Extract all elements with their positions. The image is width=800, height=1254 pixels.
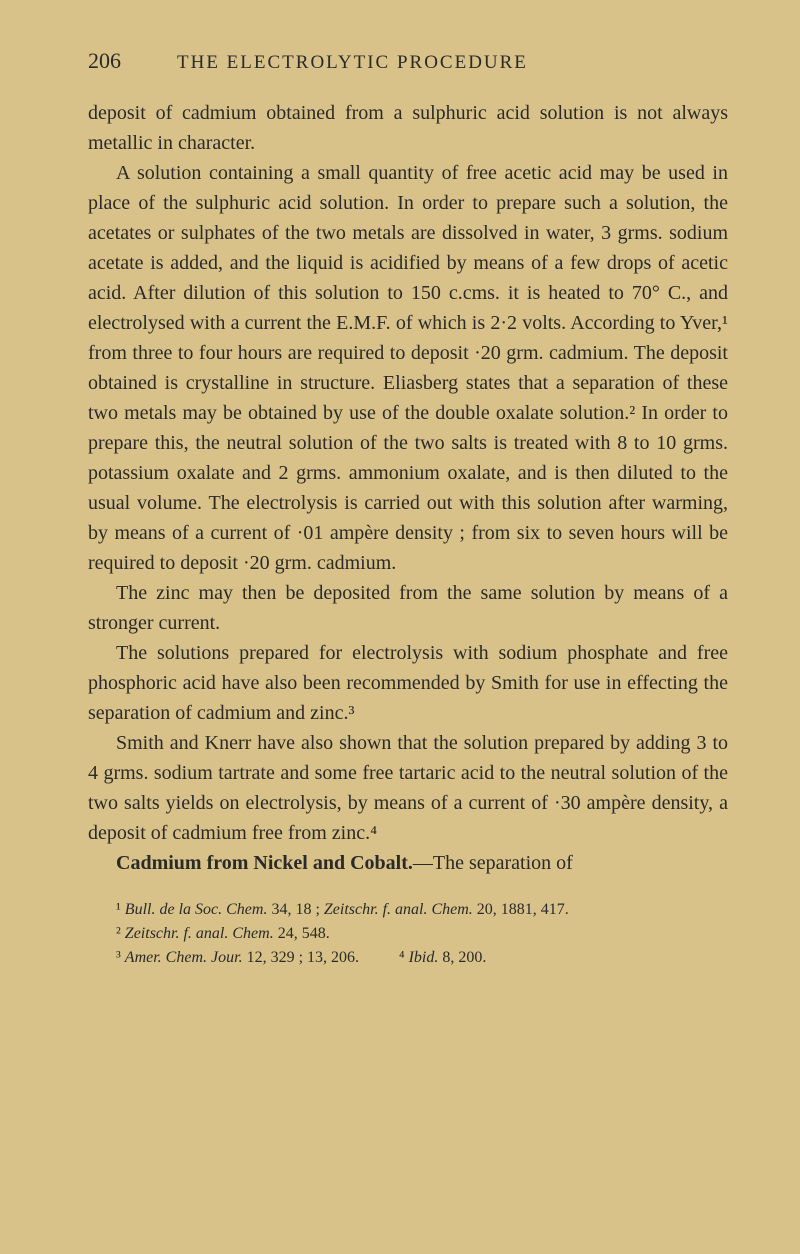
paragraph-1: deposit of cadmium obtained from a sulph… <box>88 98 728 158</box>
body-text: deposit of cadmium obtained from a sulph… <box>88 98 728 878</box>
paragraph-3: The zinc may then be deposited from the … <box>88 578 728 638</box>
paragraph-6-tail: —The separation of <box>413 852 573 874</box>
paragraph-2: A solution containing a small quantity o… <box>88 158 728 578</box>
page-header: 206 THE ELECTROLYTIC PROCEDURE <box>88 48 728 74</box>
paragraph-6: Cadmium from Nickel and Cobalt.—The sepa… <box>88 848 728 878</box>
footnote-1: ¹ Bull. de la Soc. Chem. 34, 18 ; Zeitsc… <box>88 898 728 922</box>
footnotes: ¹ Bull. de la Soc. Chem. 34, 18 ; Zeitsc… <box>88 898 728 970</box>
footnote-2: ² Zeitschr. f. anal. Chem. 24, 548. <box>88 922 728 946</box>
section-heading: Cadmium from Nickel and Cobalt. <box>116 852 413 874</box>
chapter-title: THE ELECTROLYTIC PROCEDURE <box>177 52 528 74</box>
page-number: 206 <box>88 48 121 74</box>
footnote-3-4: ³ Amer. Chem. Jour. 12, 329 ; 13, 206. ⁴… <box>88 946 728 970</box>
paragraph-5: Smith and Knerr have also shown that the… <box>88 728 728 848</box>
paragraph-4: The solutions prepared for electrolysis … <box>88 638 728 728</box>
